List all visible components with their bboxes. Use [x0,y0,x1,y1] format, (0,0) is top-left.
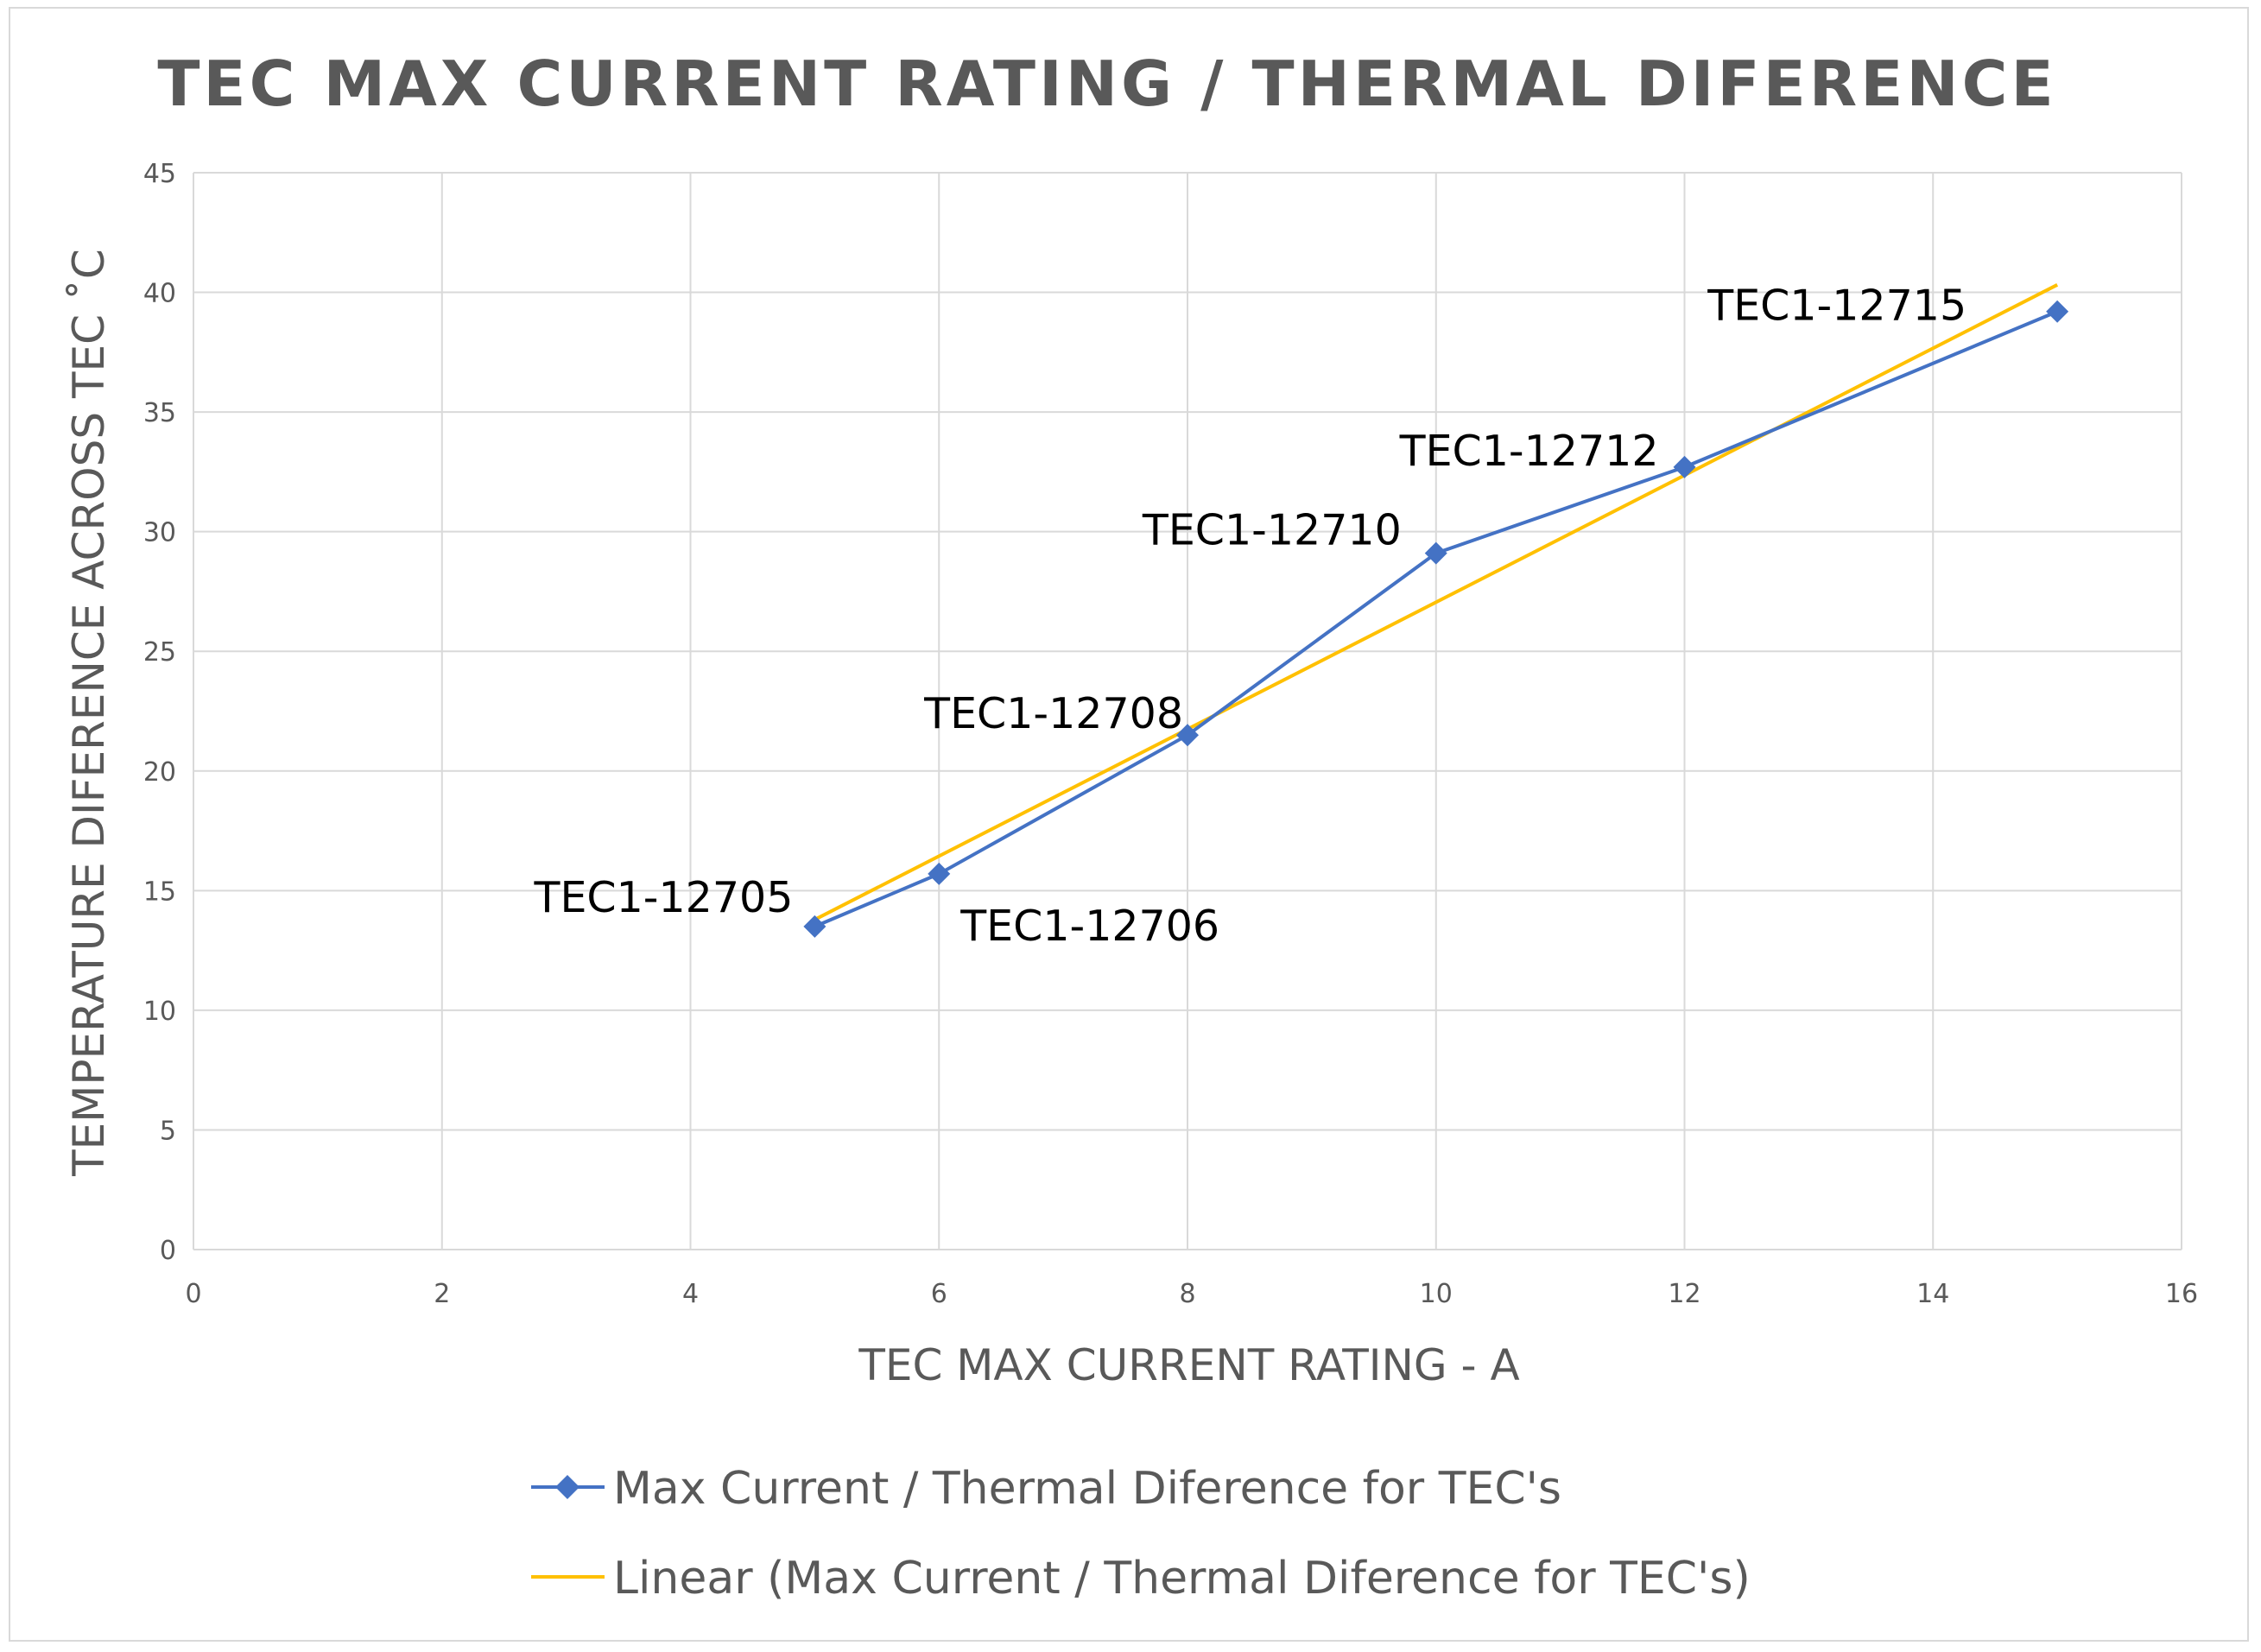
data-point-marker [1673,455,1696,478]
x-tick-label: 4 [682,1279,699,1309]
y-tick-label: 25 [143,637,176,668]
tick-layer: 0 5 10 15 20 25 30 35 40 45 0 2 4 6 8 10 12 14 16 [143,159,2198,1309]
x-tick-label: 2 [434,1279,450,1309]
y-tick-label: 45 [143,159,176,189]
y-tick-label: 5 [160,1116,176,1146]
axis-layer [193,173,2182,1250]
x-tick-label: 16 [2165,1279,2198,1309]
data-point-label: TEC1-12705 [534,873,794,922]
y-tick-label: 0 [160,1236,176,1266]
chart-frame [9,7,2249,1642]
data-point-label: TEC1-12706 [960,902,1219,951]
legend-trendline-label: Linear (Max Current / Thermal Diference … [613,1553,1751,1605]
x-tick-label: 10 [1420,1279,1453,1309]
legend-series-label: Max Current / Thermal Diference for TEC'… [613,1463,1561,1515]
x-tick-label: 14 [1916,1279,1949,1309]
legend-item-series[interactable]: Max Current / Thermal Diference for TEC'… [531,1463,1561,1515]
x-tick-label: 12 [1668,1279,1700,1309]
x-tick-label: 6 [931,1279,947,1309]
chart-title: TEC MAX CURRENT RATING / THERMAL DIFEREN… [157,47,2056,120]
legend-series-marker-icon [555,1475,580,1499]
data-point-label: TEC1-12715 [1707,282,1966,331]
data-point-marker [803,915,826,938]
legend: Max Current / Thermal Diference for TEC'… [531,1463,1751,1605]
y-tick-label: 20 [143,757,176,788]
series-layer [803,300,2069,938]
y-axis-title: TEMPERATURE DIFERENCE ACROSS TEC ˚C [64,249,114,1177]
data-point-label: TEC1-12712 [1399,427,1659,476]
data-point-marker [928,862,951,885]
legend-item-trendline[interactable]: Linear (Max Current / Thermal Diference … [531,1553,1751,1605]
trendline [814,283,2059,921]
y-tick-label: 15 [143,877,176,907]
grid-layer [193,172,2182,1250]
y-tick-label: 10 [143,997,176,1027]
y-tick-label: 30 [143,518,176,548]
trendline-layer [814,283,2059,921]
x-tick-label: 8 [1179,1279,1195,1309]
x-axis-title: TEC MAX CURRENT RATING - A [858,1340,1519,1390]
x-tick-label: 0 [185,1279,201,1309]
series-line [814,309,2058,928]
y-tick-label: 35 [143,398,176,428]
data-point-marker [2046,300,2069,323]
y-tick-label: 40 [143,279,176,309]
data-point-marker [1424,541,1447,565]
data-point-label: TEC1-12710 [1142,506,1402,555]
data-point-label: TEC1-12708 [923,689,1183,738]
point-label-layer: TEC1-12705 TEC1-12706 TEC1-12708 TEC1-12710… [534,282,1967,951]
data-point-marker [1176,724,1199,747]
